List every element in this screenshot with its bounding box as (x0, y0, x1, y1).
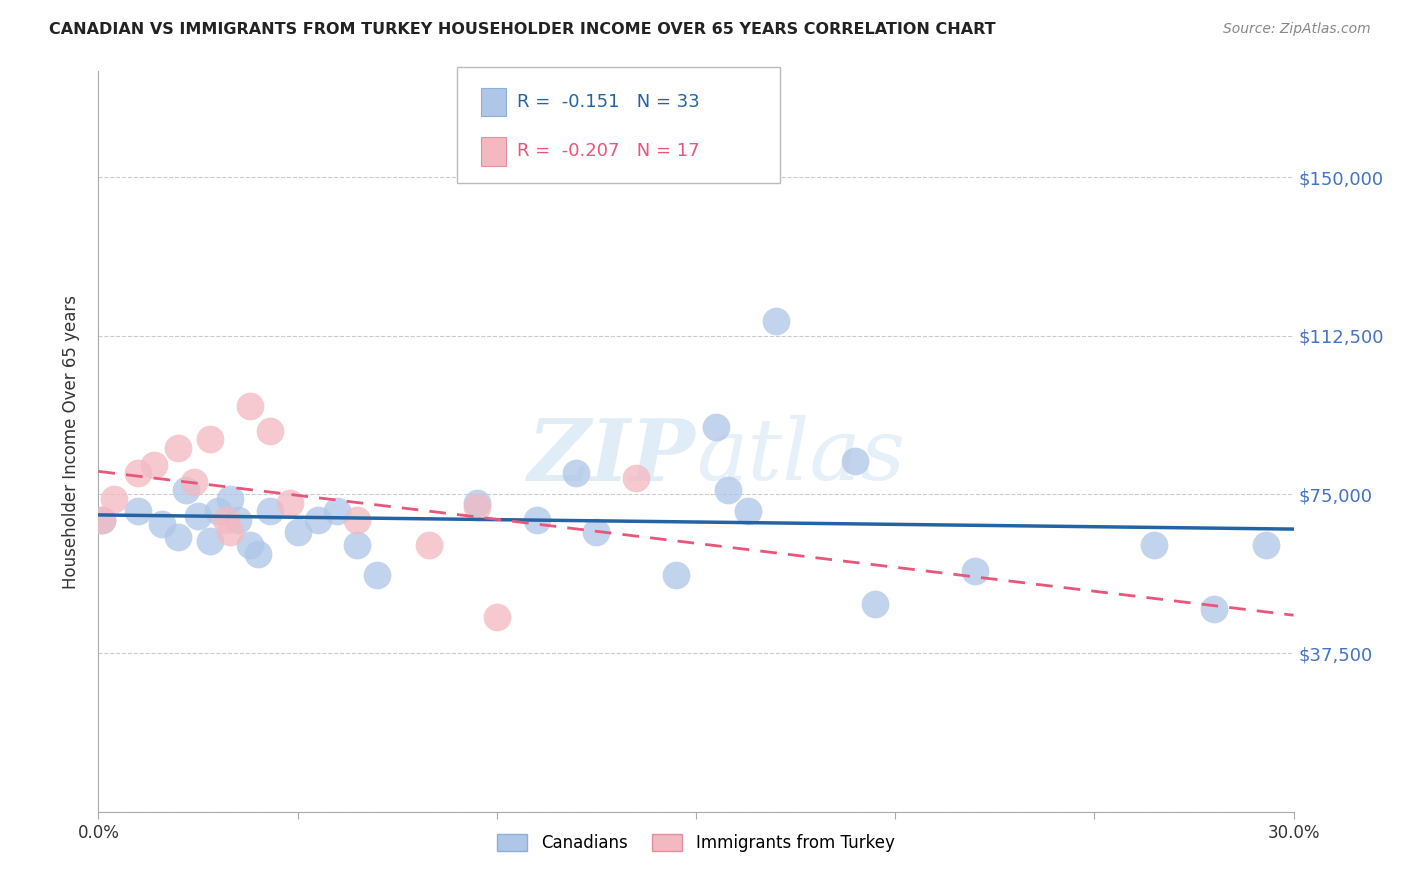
Point (187, 508, 209, 523)
Text: R =  -0.207   N = 17: R = -0.207 N = 17 (517, 143, 700, 161)
Legend: Canadians, Immigrants from Turkey: Canadians, Immigrants from Turkey (491, 828, 901, 859)
Text: atlas: atlas (696, 415, 905, 498)
Point (259, 504, 281, 518)
Point (127, 467, 149, 481)
Point (765, 314, 787, 328)
Point (91, 513, 114, 527)
Point (239, 538, 262, 552)
Point (167, 530, 190, 544)
Point (246, 547, 269, 561)
Point (565, 467, 588, 481)
Text: ZIP: ZIP (529, 415, 696, 498)
Text: Source: ZipAtlas.com: Source: ZipAtlas.com (1223, 22, 1371, 37)
Point (278, 496, 301, 510)
Point (239, 399, 262, 413)
Point (704, 419, 727, 434)
Point (219, 525, 242, 540)
Text: R =  -0.151   N = 33: R = -0.151 N = 33 (517, 93, 700, 111)
Point (183, 475, 205, 489)
Point (1254, 538, 1277, 552)
Point (844, 453, 866, 467)
Point (346, 538, 368, 552)
Point (865, 598, 887, 612)
Point (485, 610, 508, 624)
Point (150, 516, 173, 531)
Point (307, 513, 329, 527)
Point (226, 513, 249, 527)
Point (1143, 538, 1166, 552)
Point (366, 567, 388, 582)
Point (215, 513, 238, 527)
Point (167, 441, 190, 455)
Point (418, 538, 440, 552)
Point (326, 504, 349, 518)
Point (963, 564, 986, 578)
Point (219, 491, 242, 506)
Text: CANADIAN VS IMMIGRANTS FROM TURKEY HOUSEHOLDER INCOME OVER 65 YEARS CORRELATION : CANADIAN VS IMMIGRANTS FROM TURKEY HOUSE… (49, 22, 995, 37)
Point (198, 433, 221, 447)
Point (465, 496, 488, 510)
Point (526, 513, 548, 527)
Point (207, 504, 229, 518)
Point (626, 470, 648, 484)
Point (717, 483, 740, 498)
Point (103, 491, 125, 506)
Point (127, 504, 149, 518)
Point (465, 500, 488, 515)
Point (259, 424, 281, 438)
Point (1202, 601, 1225, 615)
Point (198, 533, 221, 548)
Point (346, 513, 368, 527)
Point (665, 567, 688, 582)
Point (143, 458, 166, 472)
Point (287, 525, 309, 540)
Y-axis label: Householder Income Over 65 years: Householder Income Over 65 years (62, 294, 80, 589)
Point (174, 483, 197, 498)
Point (91, 513, 114, 527)
Point (737, 504, 759, 518)
Point (585, 525, 607, 540)
